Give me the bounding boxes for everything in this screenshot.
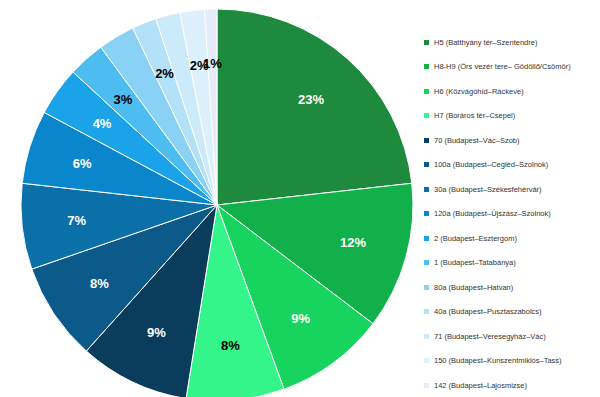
html-text:70 (Budapest–Vác–Szob): 70 (Budapest–Vác–Szob) xyxy=(434,135,520,145)
svg-text:9%: 9% xyxy=(291,311,310,326)
html-text:100a (Budapest–Cegléd–Szolnok): 100a (Budapest–Cegléd–Szolnok) xyxy=(434,160,549,170)
html-text:120a (Budapest–Újszász–Szolnok: 120a (Budapest–Újszász–Szolnok) xyxy=(434,209,551,219)
html-text:150 (Budapest–Kunszentmiklós–T: 150 (Budapest–Kunszentmiklós–Tass) xyxy=(434,356,562,366)
svg-text:2%: 2% xyxy=(189,57,209,73)
html-text:H8-H9 (Örs vezér tere– Gödöllő: H8-H9 (Örs vezér tere– Gödöllő/Csömör) xyxy=(434,62,571,72)
svg-text:23%: 23% xyxy=(298,92,324,107)
svg-text:2%: 2% xyxy=(155,66,174,81)
html-text:H5 (Batthyány tér–Szentendre): H5 (Batthyány tér–Szentendre) xyxy=(434,37,538,47)
svg-text:1%: 1% xyxy=(203,56,222,71)
svg-text:4%: 4% xyxy=(93,116,112,131)
svg-text:8%: 8% xyxy=(221,338,240,353)
html-text:40a (Budapest–Pusztaszabolcs): 40a (Budapest–Pusztaszabolcs) xyxy=(434,307,542,317)
html-text:71 (Budapest–Veresegyház–Vác): 71 (Budapest–Veresegyház–Vác) xyxy=(434,331,546,341)
html-text:H7 (Boráros tér–Csepel): H7 (Boráros tér–Csepel) xyxy=(434,111,516,121)
html-text:80a (Budapest–Hatvan): 80a (Budapest–Hatvan) xyxy=(434,282,514,292)
svg-text:3%: 3% xyxy=(114,92,133,107)
svg-text:9%: 9% xyxy=(147,325,166,340)
html-text:142 (Budapest–Lajosmizse): 142 (Budapest–Lajosmizse) xyxy=(434,380,527,390)
html-text:30a (Budapest–Székesfehérvár): 30a (Budapest–Székesfehérvár) xyxy=(434,184,542,194)
html-text:1 (Budapest–Tatabánya): 1 (Budapest–Tatabánya) xyxy=(434,258,516,268)
html-text:H6 (Közvágóhíd–Ráckeve): H6 (Közvágóhíd–Ráckeve) xyxy=(434,86,524,96)
svg-text:7%: 7% xyxy=(67,213,86,228)
svg-text:8%: 8% xyxy=(90,276,109,291)
svg-text:12%: 12% xyxy=(340,235,366,250)
html-text:2 (Budapest–Esztergom): 2 (Budapest–Esztergom) xyxy=(434,233,517,243)
svg-text:6%: 6% xyxy=(73,156,92,171)
